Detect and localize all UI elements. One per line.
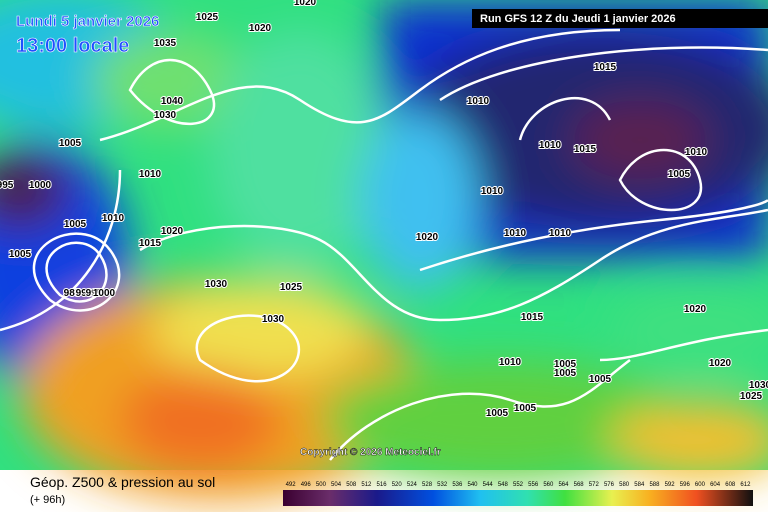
- scale-label: 564: [558, 482, 569, 488]
- scale-label: 532: [437, 482, 448, 488]
- copyright: Copyright © 2026 Meteociel.fr: [300, 447, 441, 458]
- scale-label: 592: [665, 482, 676, 488]
- isobar-label: 1005: [486, 408, 509, 419]
- scale-label: 600: [695, 482, 706, 488]
- scale-label: 560: [543, 482, 554, 488]
- scale-bar: [283, 490, 753, 506]
- isobar-label: 1010: [139, 169, 162, 180]
- scale-labels: 492 496 500 504 508 512 516 520 524 528 532 536 540 5…: [286, 482, 752, 488]
- isobar-label: 1015: [574, 144, 597, 155]
- footer-title: Géop. Z500 & pression au sol: [30, 474, 215, 490]
- geopotential-field: [0, 0, 768, 500]
- isobar-label: 1030: [262, 314, 285, 325]
- isobar-label: 1025: [196, 12, 219, 23]
- scale-label: 540: [468, 482, 479, 488]
- isobar-label: 1020: [684, 304, 707, 315]
- isobar-label: 1025: [280, 282, 303, 293]
- scale-label: 588: [649, 482, 660, 488]
- scale-label: 608: [725, 482, 736, 488]
- isobar-label: 1000: [93, 288, 116, 299]
- isobar-label: 1005: [59, 138, 82, 149]
- scale-label: 520: [392, 482, 403, 488]
- isobar-label: 1020: [249, 23, 272, 34]
- scale-label: 596: [680, 482, 691, 488]
- scale-label: 552: [513, 482, 524, 488]
- isobar-label: 1015: [139, 238, 162, 249]
- isobar-label: 1005: [554, 359, 577, 370]
- isobar-label: 1010: [539, 140, 562, 151]
- scale-label: 576: [604, 482, 615, 488]
- isobars: [0, 28, 768, 461]
- isobar-label: 1040: [161, 96, 184, 107]
- time-label: 13:00 locale: [16, 35, 129, 57]
- isobar-label: 1030: [205, 279, 228, 290]
- scale-label: 512: [361, 482, 372, 488]
- isobar-label: 1000: [29, 180, 52, 191]
- scale-label: 584: [634, 482, 645, 488]
- isobar-label: 1010: [499, 357, 522, 368]
- isobar-label: 1005: [589, 374, 612, 385]
- isobar-label: 1030: [154, 110, 177, 121]
- scale-label: 492: [286, 482, 297, 488]
- scale-label: 536: [452, 482, 463, 488]
- isobar-label: 995: [0, 180, 14, 191]
- scale-label: 548: [498, 482, 509, 488]
- scale-label: 604: [710, 482, 721, 488]
- isobar-label: 995: [86, 288, 103, 299]
- date-label: Lundi 5 janvier 2026: [16, 13, 159, 30]
- scale-label: 544: [483, 482, 494, 488]
- isobar-label: 1030: [749, 380, 768, 391]
- isobar-label: 1005: [64, 219, 87, 230]
- isobar-label: 1010: [504, 228, 527, 239]
- isobar-label: 1005: [514, 403, 537, 414]
- isobar-label: 1005: [668, 169, 691, 180]
- scale-label: 568: [574, 482, 585, 488]
- scale-label: 524: [407, 482, 418, 488]
- isobar-label: 1025: [740, 391, 763, 402]
- isobar-label: 1020: [709, 358, 732, 369]
- isobar-label: 1010: [549, 228, 572, 239]
- scale-label: 528: [422, 482, 433, 488]
- scale-label: 504: [331, 482, 342, 488]
- isobar-label: 1010: [685, 147, 708, 158]
- isobar-labels: 1025102010201035104010301005101099510001…: [0, 0, 768, 420]
- isobar-label: 1005: [554, 368, 577, 379]
- scale-label: 572: [589, 482, 600, 488]
- isobar-label: 1010: [481, 186, 504, 197]
- run-label: Run GFS 12 Z du Jeudi 1 janvier 2026: [480, 13, 676, 25]
- scale-label: 580: [619, 482, 630, 488]
- isobar-label: 1015: [521, 312, 544, 323]
- isobar-label: 985: [64, 288, 81, 299]
- isobar-label: 1020: [416, 232, 439, 243]
- isobar-label: 1010: [102, 213, 125, 224]
- isobar-label: 1005: [9, 249, 32, 260]
- scale-label: 556: [528, 482, 539, 488]
- scale-label: 612: [740, 482, 751, 488]
- scale-label: 516: [377, 482, 388, 488]
- isobar-label: 990: [76, 288, 93, 299]
- isobar-label: 1010: [467, 96, 490, 107]
- isobar-label: 1020: [294, 0, 317, 8]
- isobar-label: 1015: [594, 62, 617, 73]
- footer-subtitle: (+ 96h): [30, 494, 65, 506]
- scale-label: 508: [346, 482, 357, 488]
- scale-label: 496: [301, 482, 312, 488]
- scale-label: 500: [316, 482, 327, 488]
- isobar-label: 1035: [154, 38, 177, 49]
- run-banner: [472, 9, 768, 28]
- isobar-label: 1020: [161, 226, 184, 237]
